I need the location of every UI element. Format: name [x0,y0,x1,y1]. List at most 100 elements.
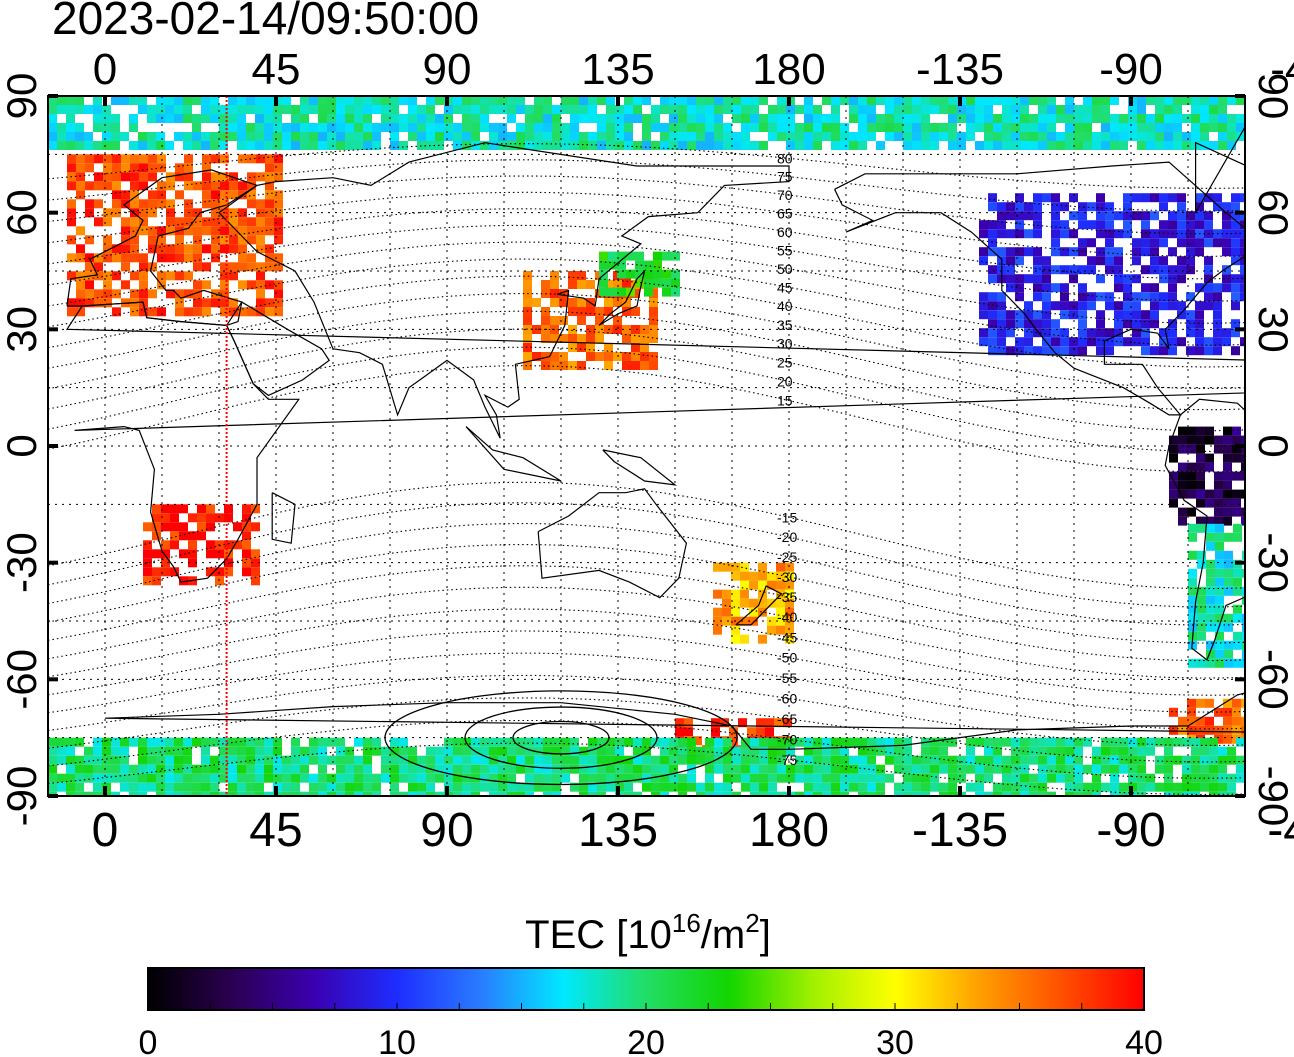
colorbar-tick-label: 40 [1125,1024,1163,1057]
tec-cell [975,105,984,114]
tec-cell [1060,220,1069,230]
tec-cell [1074,105,1083,114]
tec-cell [1196,462,1205,472]
tec-cell [732,96,741,105]
tec-cell [1137,791,1146,796]
tec-cell [184,289,193,299]
tec-cell [1187,725,1196,735]
y-right-tick-label: -60 [1250,649,1294,710]
tec-cell [534,105,543,114]
tec-cell [885,114,894,123]
tec-cell [197,513,206,523]
tec-cell [1146,123,1155,132]
tec-cell [1096,274,1105,284]
tec-cell [543,746,552,756]
tec-cell [143,522,152,532]
tec-cell [523,298,532,307]
tec-cell [390,755,399,765]
y-left-tick-label: -90 [0,766,45,827]
tec-cell [758,598,767,608]
tec-cell [1119,114,1128,123]
tec-cell [300,114,309,123]
tec-cell [1259,490,1268,499]
tec-cell [265,262,274,272]
tec-cell [588,764,597,774]
tec-cell [390,737,399,747]
tec-cell [1141,337,1150,347]
tec-cell [1033,247,1042,257]
tec-cell [1128,755,1137,765]
tec-cell [211,253,220,263]
tec-cell [1015,346,1024,356]
tec-cell [229,244,238,254]
tec-cell [1218,123,1227,132]
tec-cell [1227,782,1236,792]
tec-cell [1250,717,1259,726]
tec-cell [786,105,795,114]
tec-cell [152,522,161,532]
tec-cell [534,141,543,150]
tec-cell [568,307,577,316]
tec-cell [523,343,532,352]
tec-cell [1206,658,1215,668]
tec-cell [570,114,579,123]
tec-cell [273,141,282,150]
tec-cell [1024,247,1033,257]
tec-cell [903,782,912,792]
tec-cell [543,773,552,783]
tec-cell [660,764,669,774]
tec-cell [76,307,85,317]
tec-cell [1105,292,1114,302]
y-right-tick-label: 0 [1250,434,1294,457]
tec-cell [1092,96,1101,105]
tec-cell [390,132,399,141]
tec-cell [138,773,147,783]
tec-cell [876,746,885,756]
tec-cell [211,154,220,164]
tec-cell [120,755,129,765]
tec-cell [894,791,903,796]
tec-cell [577,361,586,370]
tec-cell [660,791,669,796]
tec-cell [1137,141,1146,150]
tec-cell [777,105,786,114]
tec-cell [525,782,534,792]
tec-cell [597,746,606,756]
tec-cell [193,181,202,191]
tec-cell [525,123,534,132]
tec-cell [599,269,608,279]
tec-cell [642,764,651,774]
tec-cell [1173,96,1182,105]
tec-cell [831,773,840,783]
tec-cell [714,114,723,123]
tec-cell [1042,256,1051,266]
tec-cell [579,746,588,756]
tec-cell [1105,337,1114,347]
tec-cell [120,96,129,105]
tec-cell [740,598,749,608]
tec-cell [525,114,534,123]
tec-cell [67,208,76,218]
tec-cell [1101,782,1110,792]
tec-cell [1168,265,1177,275]
tec-cell [595,334,604,343]
tec-cell [1200,123,1209,132]
tec-cell [1092,141,1101,150]
tec-cell [1209,791,1218,796]
tec-cell [813,105,822,114]
tec-cell [1047,764,1056,774]
tec-cell [1195,328,1204,338]
tec-cell [103,298,112,308]
tec-cell [93,782,102,792]
tec-cell [354,114,363,123]
tec-cell [102,773,111,783]
tec-cell [731,571,740,581]
tec-cell [1164,737,1173,747]
tec-cell [776,607,785,617]
tec-cell [264,764,273,774]
tec-cell [166,199,175,209]
tec-cell [480,96,489,105]
tec-cell [1092,773,1101,783]
tec-cell [948,132,957,141]
tec-cell [903,123,912,132]
